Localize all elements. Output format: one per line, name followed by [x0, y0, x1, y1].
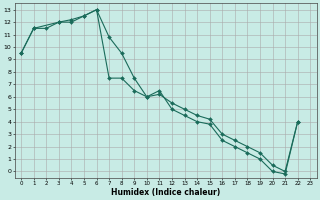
X-axis label: Humidex (Indice chaleur): Humidex (Indice chaleur) [111, 188, 220, 197]
